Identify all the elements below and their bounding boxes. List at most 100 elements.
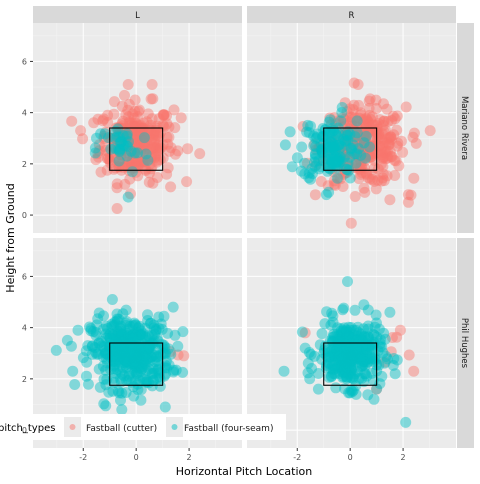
data-point — [366, 148, 378, 160]
data-point — [134, 156, 146, 168]
data-point — [278, 365, 290, 377]
data-point — [329, 345, 341, 357]
data-point — [136, 128, 148, 140]
data-point — [308, 130, 320, 142]
data-point — [335, 333, 347, 345]
data-point — [135, 328, 146, 340]
data-point — [339, 142, 351, 154]
data-point — [361, 139, 373, 151]
data-point — [136, 156, 148, 168]
data-point — [343, 126, 355, 138]
data-point — [324, 153, 336, 165]
data-point — [371, 103, 382, 114]
data-point — [109, 333, 121, 345]
data-point — [327, 166, 339, 177]
data-point — [134, 320, 145, 332]
data-point — [147, 363, 159, 375]
data-point — [118, 336, 130, 348]
data-point — [146, 161, 158, 173]
strip-row-mariano-rivera: Mariano Rivera — [457, 23, 474, 233]
data-point — [85, 323, 97, 334]
data-point — [335, 173, 347, 185]
data-point — [375, 158, 387, 170]
data-point — [346, 348, 358, 360]
data-point — [124, 320, 136, 332]
data-point — [327, 310, 339, 322]
data-point — [359, 360, 371, 372]
data-point — [115, 351, 127, 363]
data-point — [340, 331, 352, 343]
data-point — [333, 157, 345, 169]
data-point — [361, 370, 373, 382]
data-point — [118, 349, 130, 361]
data-point — [160, 355, 172, 367]
data-point — [331, 328, 343, 340]
data-point — [311, 128, 323, 140]
data-point — [382, 145, 393, 157]
data-point — [143, 341, 155, 353]
data-point — [147, 375, 159, 387]
data-point — [194, 148, 206, 160]
data-point — [150, 349, 162, 361]
data-point — [133, 104, 145, 116]
data-point — [128, 348, 140, 360]
data-point — [341, 333, 353, 345]
data-point — [373, 128, 385, 140]
data-point — [126, 121, 138, 133]
data-point — [344, 116, 356, 128]
data-point — [355, 344, 367, 356]
data-point — [132, 129, 144, 141]
data-point — [123, 111, 135, 123]
data-point — [165, 142, 177, 154]
data-point — [367, 328, 379, 340]
data-point — [361, 138, 373, 150]
data-point — [342, 335, 354, 347]
data-point — [123, 136, 134, 148]
data-point — [378, 137, 390, 148]
data-point — [120, 355, 132, 367]
data-point — [134, 348, 146, 360]
data-point — [117, 130, 129, 142]
data-point — [162, 327, 174, 339]
data-point — [327, 364, 339, 376]
data-point — [150, 144, 162, 156]
data-point — [366, 338, 378, 350]
data-point — [317, 131, 329, 143]
data-point — [121, 316, 133, 328]
data-point — [143, 143, 155, 155]
data-point — [341, 361, 353, 373]
data-point — [323, 145, 335, 157]
data-point — [319, 318, 331, 330]
data-point — [126, 117, 138, 129]
panel-mariano-rivera-l — [33, 23, 242, 233]
data-point — [355, 130, 367, 142]
data-point — [158, 109, 170, 121]
data-point — [140, 154, 151, 166]
data-point — [119, 359, 131, 371]
data-point — [122, 191, 134, 203]
data-point — [131, 368, 142, 379]
data-point — [149, 134, 161, 146]
data-point — [133, 349, 145, 361]
data-point — [320, 152, 332, 164]
data-point — [98, 310, 109, 322]
data-point — [342, 330, 354, 341]
data-point — [69, 379, 81, 390]
data-point — [326, 143, 338, 155]
data-point — [130, 159, 142, 171]
data-point — [106, 294, 118, 305]
series-fastball-cutter-points — [297, 77, 436, 229]
data-point — [123, 370, 135, 382]
data-point — [143, 176, 155, 188]
data-point — [358, 151, 370, 163]
data-point — [326, 135, 338, 147]
data-point — [132, 147, 143, 159]
data-point — [116, 350, 128, 362]
data-point — [117, 353, 129, 365]
data-point — [117, 345, 129, 357]
data-point — [348, 160, 360, 172]
data-point — [359, 344, 371, 356]
data-point — [141, 375, 153, 387]
data-point — [345, 363, 357, 375]
data-point — [127, 148, 139, 160]
